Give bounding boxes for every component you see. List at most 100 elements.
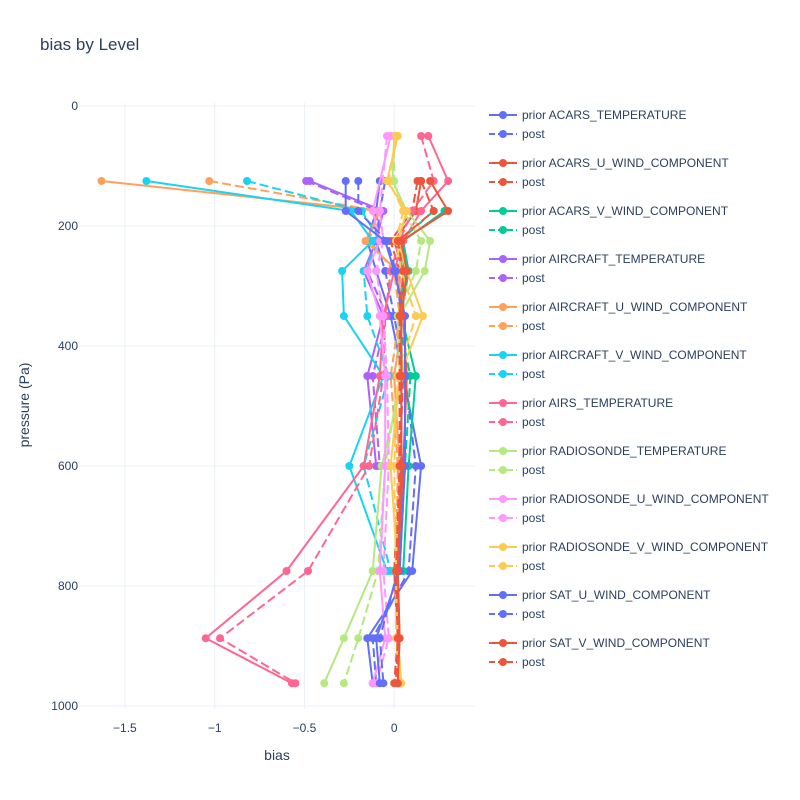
legend-item[interactable]: post [489, 655, 545, 669]
data-point [411, 267, 420, 275]
data-point [304, 567, 312, 575]
legend-item[interactable]: post [489, 223, 545, 237]
legend-marker [499, 495, 507, 503]
legend-item[interactable]: prior AIRCRAFT_U_WIND_COMPONENT [489, 300, 748, 314]
legend-label: prior ACARS_TEMPERATURE [522, 108, 686, 122]
legend-marker [499, 610, 507, 618]
data-point [302, 177, 311, 185]
y-axis-title: pressure (Pa) [16, 363, 32, 448]
data-point [354, 177, 363, 185]
legend-item[interactable]: post [489, 367, 545, 381]
data-point [383, 132, 391, 140]
series-line [101, 180, 405, 572]
legend-item[interactable]: prior AIRCRAFT_V_WIND_COMPONENT [489, 348, 747, 362]
legend-label: post [522, 463, 545, 477]
data-point [417, 237, 426, 245]
legend-marker [499, 351, 507, 359]
legend-item[interactable]: prior RADIOSONDE_TEMPERATURE [489, 444, 726, 458]
data-point [375, 207, 384, 215]
plot-area [97, 132, 453, 688]
data-point [339, 312, 348, 320]
data-point [363, 312, 372, 320]
legend-label: prior AIRCRAFT_V_WIND_COMPONENT [522, 348, 747, 362]
legend-label: post [522, 175, 545, 189]
legend-item[interactable]: post [489, 415, 545, 429]
legend-item[interactable]: post [489, 175, 545, 189]
data-point [411, 462, 420, 470]
data-point [417, 177, 426, 185]
data-point [384, 634, 393, 643]
data-point [417, 207, 426, 215]
data-point [383, 237, 391, 245]
data-point [411, 312, 420, 320]
legend-item[interactable]: post [489, 463, 545, 477]
data-point [417, 132, 426, 140]
legend-label: post [522, 127, 545, 141]
legend-marker [499, 255, 507, 263]
legend-marker [499, 543, 507, 551]
legend-label: post [522, 607, 545, 621]
legend-item[interactable]: prior AIRS_TEMPERATURE [489, 396, 673, 410]
legend-marker [499, 399, 507, 407]
legend-marker [499, 658, 507, 666]
legend-marker [499, 111, 507, 119]
legend-item[interactable]: post [489, 607, 545, 621]
y-axis: 0 200 400 600 800 1000 [51, 99, 78, 713]
legend-item[interactable]: prior AIRCRAFT_TEMPERATURE [489, 252, 705, 266]
data-point [384, 177, 393, 185]
legend-label: post [522, 367, 545, 381]
legend-item[interactable]: prior ACARS_U_WIND_COMPONENT [489, 156, 729, 170]
data-point [97, 177, 106, 185]
legend-item[interactable]: post [489, 559, 545, 573]
series-line [218, 135, 435, 685]
legend-marker [499, 274, 507, 282]
data-point [243, 177, 251, 185]
y-tick-label: 1000 [51, 699, 78, 713]
legend-marker [499, 514, 507, 522]
legend-item[interactable]: post [489, 127, 545, 141]
data-point [444, 207, 453, 215]
legend-item[interactable]: prior ACARS_TEMPERATURE [489, 108, 686, 122]
data-point [393, 237, 402, 245]
legend-marker [499, 370, 507, 378]
series-10 [142, 177, 391, 575]
legend-item[interactable]: post [489, 271, 545, 285]
legend-marker [499, 562, 507, 570]
legend-label: prior SAT_V_WIND_COMPONENT [522, 636, 710, 650]
legend-marker [499, 226, 507, 234]
series-line [394, 180, 435, 684]
legend-item[interactable]: prior SAT_V_WIND_COMPONENT [489, 636, 710, 650]
data-point [392, 679, 400, 688]
data-point [341, 207, 350, 215]
legend-label: prior AIRS_TEMPERATURE [522, 396, 673, 410]
data-point [201, 634, 210, 643]
data-point [420, 267, 429, 275]
data-point [393, 634, 402, 643]
legend-label: prior AIRCRAFT_U_WIND_COMPONENT [522, 300, 748, 314]
data-point [339, 679, 348, 688]
data-point [418, 312, 427, 320]
data-point [339, 634, 348, 643]
legend-item[interactable]: prior RADIOSONDE_V_WIND_COMPONENT [489, 540, 769, 554]
legend-label: prior SAT_U_WIND_COMPONENT [522, 588, 711, 602]
data-point [282, 567, 291, 575]
legend-label: prior ACARS_U_WIND_COMPONENT [522, 156, 729, 170]
legend-item[interactable]: post [489, 511, 545, 525]
data-point [379, 679, 388, 688]
data-point [444, 177, 453, 185]
legend-marker [499, 322, 507, 330]
legend-item[interactable]: prior SAT_U_WIND_COMPONENT [489, 588, 711, 602]
legend-label: post [522, 223, 545, 237]
legend-item[interactable]: prior RADIOSONDE_U_WIND_COMPONENT [489, 492, 769, 506]
legend-item[interactable]: prior ACARS_V_WIND_COMPONENT [489, 204, 729, 218]
data-point [399, 207, 408, 215]
data-point [426, 237, 435, 245]
data-point [375, 634, 384, 643]
data-point [392, 132, 400, 140]
data-point [372, 267, 381, 275]
series-line [209, 180, 401, 572]
legend-item[interactable]: post [489, 319, 545, 333]
data-point [368, 237, 377, 245]
